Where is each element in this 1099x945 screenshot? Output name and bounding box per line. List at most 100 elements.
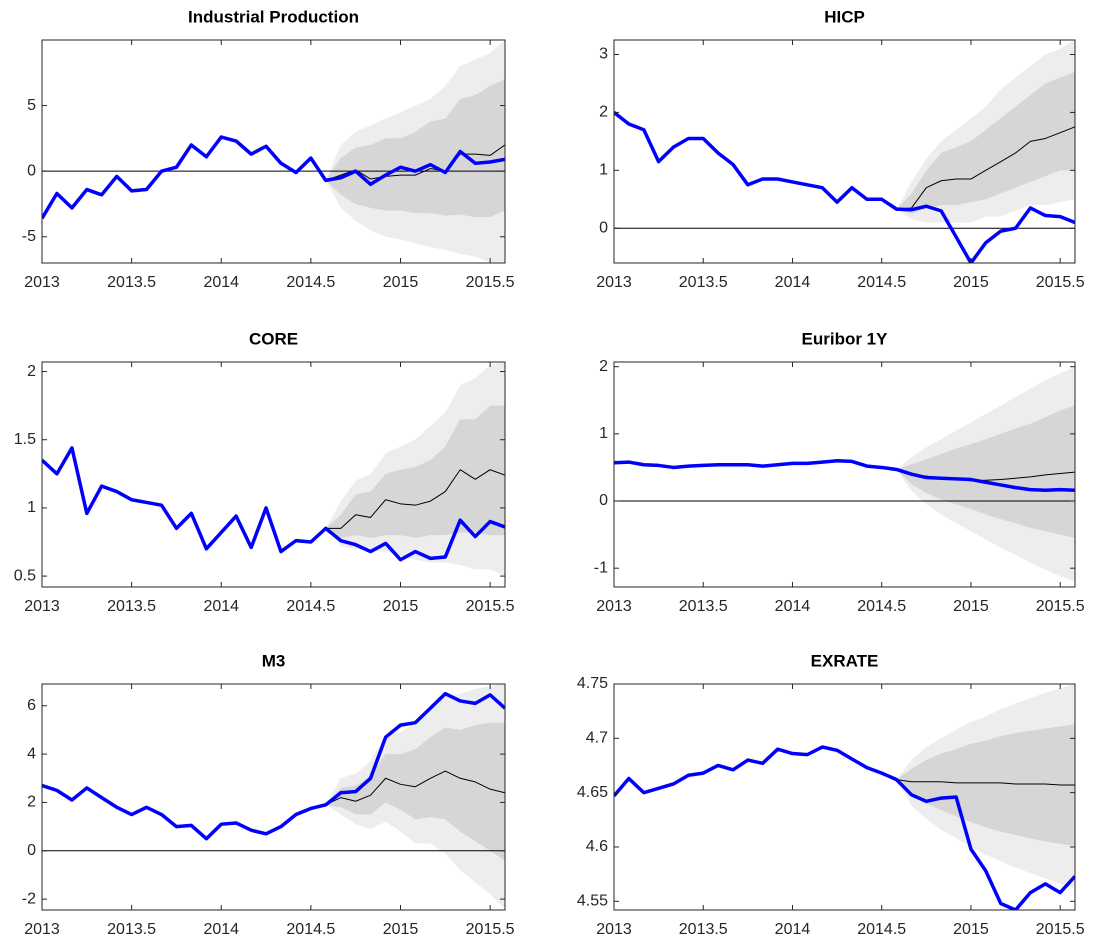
y-tick-label: 4 <box>27 745 36 762</box>
x-tick-label: 2015 <box>383 274 419 291</box>
x-tick-label: 2013 <box>24 598 60 615</box>
x-tick-label: 2014 <box>203 598 239 615</box>
plot-area <box>42 362 505 577</box>
y-tick-label: 1 <box>599 425 608 442</box>
y-tick-label: 1 <box>27 499 36 516</box>
series-line <box>325 469 505 529</box>
panel: Euribor 1Y -1 0 1 2 2013 2013.5 2014 2014.5 2015 2… <box>594 329 1085 615</box>
x-tick-label: 2014.5 <box>857 921 906 938</box>
x-tick-label: 2015 <box>953 598 989 615</box>
y-tick-label: 4.75 <box>577 675 608 692</box>
y-tick-label: 1.5 <box>14 431 36 448</box>
y-tick-label: 2 <box>27 794 36 811</box>
series-line <box>614 111 1075 263</box>
y-tick-label: 2 <box>599 358 608 375</box>
x-tick-label: 2014 <box>775 598 811 615</box>
y-tick-label: 2 <box>27 363 36 380</box>
x-tick-label: 2014.5 <box>286 921 335 938</box>
x-tick-label: 2014.5 <box>857 598 906 615</box>
plot-area <box>42 684 505 909</box>
fan-band <box>325 405 505 538</box>
x-tick-label: 2013 <box>596 921 632 938</box>
panel-title: Euribor 1Y <box>802 329 889 348</box>
plot-area <box>614 40 1075 263</box>
x-tick-label: 2015.5 <box>1036 274 1085 291</box>
x-tick-label: 2015 <box>953 274 989 291</box>
plot-area <box>42 40 505 263</box>
y-tick-label: -1 <box>594 559 608 576</box>
panel-title: HICP <box>824 7 865 26</box>
y-tick-label: 4.7 <box>586 730 608 747</box>
x-tick-label: 2013 <box>596 598 632 615</box>
panel-title: M3 <box>262 651 286 670</box>
y-tick-label: -5 <box>22 228 36 245</box>
x-tick-label: 2014 <box>775 921 811 938</box>
y-tick-label: 0 <box>27 162 36 179</box>
y-tick-label: 4.55 <box>577 893 608 910</box>
x-tick-label: 2015 <box>383 921 419 938</box>
y-tick-label: 3 <box>599 46 608 63</box>
x-tick-label: 2015.5 <box>1036 598 1085 615</box>
x-tick-label: 2014.5 <box>286 274 335 291</box>
series-line <box>42 446 505 562</box>
panel-title: Industrial Production <box>188 7 359 26</box>
x-tick-label: 2013.5 <box>107 598 156 615</box>
y-tick-label: 6 <box>27 697 36 714</box>
y-tick-label: 0 <box>599 219 608 236</box>
y-tick-label: -2 <box>22 890 36 907</box>
axes-box <box>613 39 1076 264</box>
x-tick-label: 2013.5 <box>679 921 728 938</box>
y-tick-label: 1 <box>599 162 608 179</box>
y-tick-label: 5 <box>27 97 36 114</box>
axes-box <box>41 361 506 588</box>
series-line <box>896 126 1075 210</box>
y-tick-label: 4.6 <box>586 838 608 855</box>
x-tick-label: 2015.5 <box>466 274 515 291</box>
y-tick-label: 0 <box>599 492 608 509</box>
plot-area <box>614 366 1075 582</box>
x-tick-label: 2013.5 <box>679 274 728 291</box>
panel: CORE 0.5 1 1.5 2 2013 2013.5 2014 2014.5 2015 2015… <box>14 329 515 615</box>
x-tick-label: 2013.5 <box>107 921 156 938</box>
x-tick-label: 2013.5 <box>107 274 156 291</box>
fan-band <box>325 722 505 861</box>
y-tick-label: 0.5 <box>14 567 36 584</box>
x-tick-label: 2015 <box>383 598 419 615</box>
panel: EXRATE 4.55 4.6 4.65 4.7 4.75 2013 2013.5 2014 20… <box>577 651 1085 938</box>
x-tick-label: 2015.5 <box>466 598 515 615</box>
axes-box <box>41 39 506 264</box>
x-tick-label: 2014.5 <box>857 274 906 291</box>
axes-box <box>41 683 506 911</box>
axes-box <box>613 683 1076 911</box>
series-line <box>614 745 1075 910</box>
series-line <box>42 135 505 220</box>
x-tick-label: 2013.5 <box>679 598 728 615</box>
y-tick-label: 2 <box>599 104 608 121</box>
series-line <box>614 458 1075 493</box>
plot-area <box>614 684 1075 910</box>
panel: M3 -2 0 2 4 6 2013 2013.5 2014 2014.5 2015 2015.5 <box>22 651 515 938</box>
panel: Industrial Production -5 0 5 2013 2013.5 2014 2… <box>22 7 515 291</box>
panel: HICP 0 1 2 3 2013 2013.5 2014 2014.5 2015 2015.5 <box>596 7 1085 291</box>
panel-title: EXRATE <box>811 651 879 670</box>
y-tick-label: 0 <box>27 842 36 859</box>
y-tick-label: 4.65 <box>577 784 608 801</box>
x-tick-label: 2013 <box>24 274 60 291</box>
panel-title: CORE <box>249 329 298 348</box>
fan-band <box>896 71 1075 214</box>
fan-band <box>896 405 1075 538</box>
x-tick-label: 2014 <box>203 274 239 291</box>
x-tick-label: 2015.5 <box>1036 921 1085 938</box>
x-tick-label: 2014 <box>203 921 239 938</box>
fan-band <box>896 724 1075 846</box>
series-line <box>896 779 1075 786</box>
series-line <box>42 691 505 841</box>
x-tick-label: 2015.5 <box>466 921 515 938</box>
series-line <box>325 770 505 806</box>
x-tick-label: 2015 <box>953 921 989 938</box>
axes-box <box>613 361 1076 588</box>
x-tick-label: 2014 <box>775 274 811 291</box>
x-tick-label: 2013 <box>24 921 60 938</box>
x-tick-label: 2014.5 <box>286 598 335 615</box>
